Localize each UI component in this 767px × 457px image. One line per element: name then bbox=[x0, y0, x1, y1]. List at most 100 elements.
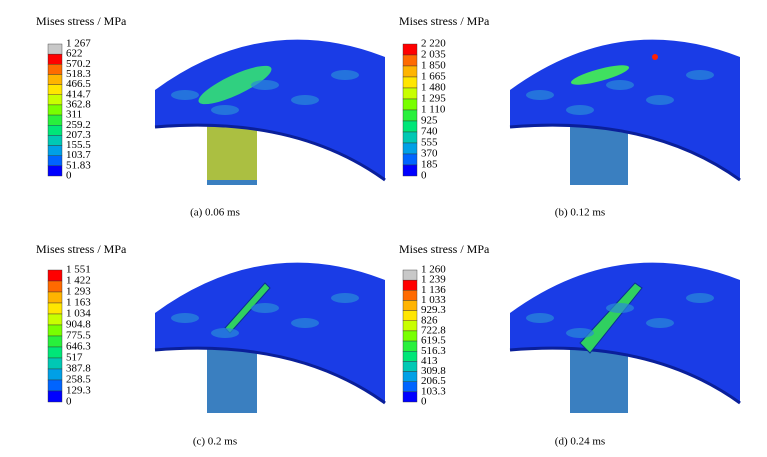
colorbar-segment bbox=[47, 114, 63, 126]
colorbar-segment bbox=[47, 335, 63, 348]
stress-patch bbox=[291, 318, 319, 328]
colorbar-segment bbox=[47, 165, 63, 177]
colorbar-segment bbox=[402, 87, 418, 100]
tick-label: 1 163 bbox=[66, 297, 91, 309]
tick-label: 517 bbox=[66, 352, 83, 364]
stress-patch bbox=[331, 293, 359, 303]
ring bbox=[510, 262, 740, 403]
stress-patch bbox=[526, 313, 554, 323]
tick-label: 555 bbox=[421, 137, 438, 149]
hotspot bbox=[198, 65, 272, 105]
tick-label: 185 bbox=[421, 159, 438, 171]
tick-label: 1 110 bbox=[421, 104, 446, 116]
tick-label: 258.5 bbox=[66, 374, 91, 386]
tick-label: 0 bbox=[66, 170, 72, 182]
stress-patch bbox=[686, 293, 714, 303]
colorbar-segment bbox=[402, 279, 418, 291]
colorbar-segment bbox=[47, 43, 63, 55]
colorbar-segment bbox=[47, 94, 63, 106]
tick-label: 722.8 bbox=[421, 324, 446, 336]
plate bbox=[579, 282, 643, 354]
stress-patch bbox=[171, 313, 199, 323]
tick-label: 646.3 bbox=[66, 341, 91, 353]
hotspot bbox=[570, 65, 630, 85]
colorbar-segment bbox=[402, 54, 418, 67]
stress-patch bbox=[251, 303, 279, 313]
ring-edge bbox=[154, 123, 386, 182]
tick-label: 2 220 bbox=[421, 38, 446, 50]
tick-label: 1 267 bbox=[66, 38, 91, 50]
colorbar-segment bbox=[402, 340, 418, 352]
legend-title: Mises stress / MPa bbox=[399, 242, 490, 256]
colorbar-segment bbox=[47, 145, 63, 156]
ring-edge bbox=[509, 123, 741, 182]
stress-patch bbox=[606, 80, 634, 90]
tick-label: 1 665 bbox=[421, 71, 446, 83]
tick-label: 0 bbox=[66, 396, 72, 408]
colorbar-segment bbox=[47, 104, 63, 116]
stress-patch bbox=[211, 328, 239, 338]
tick-label: 414.7 bbox=[66, 88, 91, 100]
simulation-image bbox=[154, 39, 386, 185]
colorbar-segment bbox=[402, 351, 418, 362]
colorbar-segment bbox=[402, 310, 418, 321]
colorbar-segment bbox=[47, 74, 63, 85]
colorbar-segment bbox=[47, 155, 63, 167]
caption: (d) 0.24 ms bbox=[555, 436, 605, 448]
tick-label: 1 136 bbox=[421, 284, 446, 296]
legend-title: Mises stress / MPa bbox=[399, 14, 490, 28]
tick-label: 2 035 bbox=[421, 49, 446, 61]
tick-label: 1 033 bbox=[421, 294, 446, 306]
ring bbox=[155, 262, 385, 403]
stress-patch bbox=[291, 95, 319, 105]
caption: (c) 0.2 ms bbox=[193, 436, 237, 448]
column-hot bbox=[207, 120, 257, 180]
simulation-image bbox=[509, 262, 741, 413]
colorbar-segment bbox=[402, 330, 418, 342]
colorbar-segment bbox=[402, 300, 418, 311]
colorbar-segment bbox=[402, 65, 418, 78]
tick-label: 155.5 bbox=[66, 139, 91, 151]
colorbar-segment bbox=[402, 290, 418, 301]
tick-label: 129.3 bbox=[66, 385, 91, 397]
colorbar-segment bbox=[47, 368, 63, 381]
tick-label: 925 bbox=[421, 115, 438, 127]
tick-label: 1 034 bbox=[66, 308, 91, 320]
tick-label: 1 551 bbox=[66, 264, 91, 276]
tick-label: 622 bbox=[66, 48, 83, 60]
colorbar-segment bbox=[402, 269, 418, 281]
tick-label: 570.2 bbox=[66, 58, 91, 70]
colorbar-segment bbox=[402, 153, 418, 166]
colorbar-segment bbox=[47, 84, 63, 95]
tick-label: 103.3 bbox=[421, 385, 446, 397]
tick-label: 904.8 bbox=[66, 319, 91, 331]
tick-label: 775.5 bbox=[66, 330, 91, 342]
colorbar-segment bbox=[47, 53, 63, 65]
tick-label: 207.3 bbox=[66, 129, 91, 141]
colorbar-segment bbox=[402, 109, 418, 122]
tick-label: 387.8 bbox=[66, 363, 91, 375]
colorbar-segment bbox=[402, 320, 418, 332]
stress-patch bbox=[686, 70, 714, 80]
tick-label: 1 422 bbox=[66, 275, 91, 287]
stress-patch bbox=[566, 328, 594, 338]
ring bbox=[510, 39, 740, 181]
colorbar-segment bbox=[402, 76, 418, 89]
colorbar-segment bbox=[47, 125, 63, 136]
ring bbox=[155, 39, 385, 181]
stress-patch bbox=[566, 105, 594, 115]
colorbar-segment bbox=[47, 269, 63, 282]
tick-label: 619.5 bbox=[421, 335, 446, 347]
colorbar-segment bbox=[402, 98, 418, 111]
colorbar-segment bbox=[47, 280, 63, 293]
colorbar-segment bbox=[47, 302, 63, 315]
colorbar-segment bbox=[402, 164, 418, 177]
colorbar-segment bbox=[402, 142, 418, 155]
stress-patch bbox=[251, 80, 279, 90]
colorbar-segment bbox=[402, 371, 418, 382]
caption: (b) 0.12 ms bbox=[555, 207, 605, 219]
stress-patch bbox=[526, 90, 554, 100]
tick-label: 259.2 bbox=[66, 119, 91, 131]
